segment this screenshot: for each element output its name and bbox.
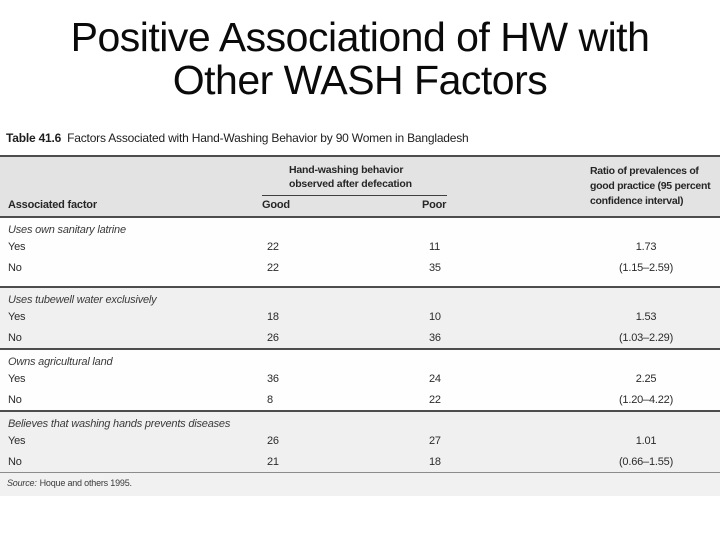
column-header-factor: Associated factor xyxy=(8,199,97,211)
cell-good: 26 xyxy=(267,331,279,344)
cell-poor: 24 xyxy=(429,372,441,385)
source-note: Source: Hoque and others 1995. xyxy=(0,473,720,496)
column-header-ratio: Ratio of prevalences of good practice (9… xyxy=(590,164,720,209)
cell-ratio: (0.66–1.55) xyxy=(618,455,674,468)
table-row: No 8 22 (1.20–4.22) xyxy=(0,389,720,410)
cell-poor: 10 xyxy=(429,310,441,323)
cell-good: 21 xyxy=(267,455,279,468)
column-header-poor: Poor xyxy=(422,199,447,211)
table-section-sanitary-latrine: Uses own sanitary latrine Yes 22 11 1.73… xyxy=(0,218,720,288)
cell-poor: 18 xyxy=(429,455,441,468)
cell-poor: 36 xyxy=(429,331,441,344)
cell-good: 26 xyxy=(267,434,279,447)
cell-good: 18 xyxy=(267,310,279,323)
cell-ratio: (1.03–2.29) xyxy=(618,331,674,344)
cell-ratio: (1.15–2.59) xyxy=(618,261,674,274)
table-row: Yes 18 10 1.53 xyxy=(0,306,720,327)
cell-poor: 11 xyxy=(429,240,441,253)
section-label: Uses tubewell water exclusively xyxy=(8,294,157,306)
cell-factor: Yes xyxy=(8,310,26,323)
ratio-header-line3: confidence interval) xyxy=(590,195,684,207)
cell-factor: Yes xyxy=(8,434,26,447)
cell-good: 36 xyxy=(267,372,279,385)
caption-label: Table 41.6 xyxy=(6,131,62,145)
table-header: Associated factor Hand-washing behavior … xyxy=(0,155,720,218)
source-text: Hoque and others 1995. xyxy=(39,478,132,488)
table-section-tubewell-water: Uses tubewell water exclusively Yes 18 1… xyxy=(0,288,720,350)
table-row: No 22 35 (1.15–2.59) xyxy=(0,257,720,278)
cell-poor: 22 xyxy=(429,393,441,406)
cell-factor: No xyxy=(8,393,22,406)
table-image: Table 41.6 Factors Associated with Hand-W… xyxy=(0,125,720,496)
table-caption: Table 41.6 Factors Associated with Hand-W… xyxy=(0,125,720,155)
cell-good: 8 xyxy=(267,393,273,406)
cell-factor: Yes xyxy=(8,240,26,253)
table-section-believes-washing: Believes that washing hands prevents dis… xyxy=(0,412,720,473)
column-header-good: Good xyxy=(262,199,290,211)
cell-factor: No xyxy=(8,455,22,468)
cell-factor: Yes xyxy=(8,372,26,385)
spanner-rule xyxy=(262,195,447,196)
spanner-line2: observed after defecation xyxy=(289,178,412,190)
table-row: Yes 26 27 1.01 xyxy=(0,430,720,451)
table-row: Yes 36 24 2.25 xyxy=(0,368,720,389)
ratio-header-line2: good practice (95 percent xyxy=(590,180,711,192)
cell-ratio: (1.20–4.22) xyxy=(618,393,674,406)
cell-poor: 27 xyxy=(429,434,441,447)
spanner-header: Hand-washing behavior observed after def… xyxy=(262,157,572,216)
table-row: Yes 22 11 1.73 xyxy=(0,236,720,257)
slide-title: Positive Associationd of HW with Other W… xyxy=(0,16,720,102)
caption-text: Factors Associated with Hand-Washing Beh… xyxy=(67,131,469,145)
table-row: No 21 18 (0.66–1.55) xyxy=(0,451,720,472)
cell-poor: 35 xyxy=(429,261,441,274)
ratio-header-line1: Ratio of prevalences of xyxy=(590,165,699,177)
cell-ratio: 1.53 xyxy=(635,310,657,323)
table-section-agricultural-land: Owns agricultural land Yes 36 24 2.25 No… xyxy=(0,350,720,412)
table-row: No 26 36 (1.03–2.29) xyxy=(0,327,720,348)
cell-ratio: 2.25 xyxy=(635,372,657,385)
cell-factor: No xyxy=(8,331,22,344)
section-label: Owns agricultural land xyxy=(8,356,113,368)
spanner-line1: Hand-washing behavior xyxy=(289,164,404,176)
cell-factor: No xyxy=(8,261,22,274)
cell-ratio: 1.73 xyxy=(635,240,657,253)
slide-title-line2: Other WASH Factors xyxy=(172,57,548,103)
source-label: Source: xyxy=(7,478,37,488)
section-label: Believes that washing hands prevents dis… xyxy=(8,418,231,430)
cell-good: 22 xyxy=(267,240,279,253)
slide-title-line1: Positive Associationd of HW with xyxy=(70,14,650,60)
cell-ratio: 1.01 xyxy=(635,434,657,447)
section-label: Uses own sanitary latrine xyxy=(8,224,126,236)
cell-good: 22 xyxy=(267,261,279,274)
